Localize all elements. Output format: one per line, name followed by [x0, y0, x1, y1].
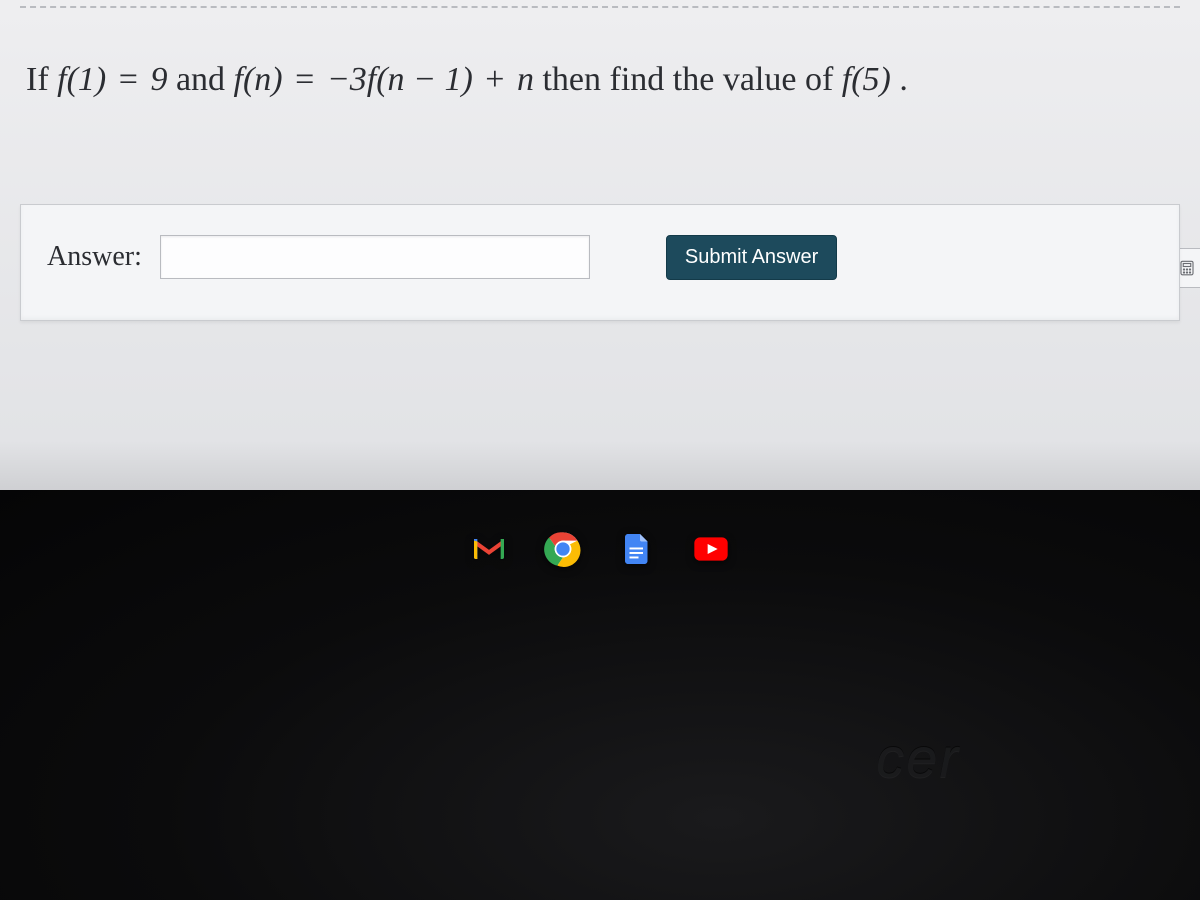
youtube-icon[interactable] — [688, 526, 734, 572]
submit-answer-button[interactable]: Submit Answer — [666, 235, 837, 280]
q-eq1: = — [115, 61, 151, 98]
gmail-icon[interactable] — [466, 526, 512, 572]
device-brand-text: cer — [876, 725, 960, 790]
calculator-icon — [1178, 259, 1196, 277]
taskbar — [0, 526, 1200, 572]
answer-panel: Answer: Submit Answer — [20, 204, 1180, 321]
section-divider — [20, 6, 1180, 8]
q-prefix: If — [26, 61, 57, 98]
screen-root: If f(1) = 9 and f(n) = −3f(n − 1) + n th… — [0, 0, 1200, 900]
answer-input[interactable] — [160, 235, 590, 279]
chrome-icon[interactable] — [540, 526, 586, 572]
q-fn-rhs-b: n — [517, 61, 534, 98]
q-fn-rhs-a: −3f(n − 1) — [327, 61, 473, 98]
screen-bezel: cer — [0, 490, 1200, 900]
docs-icon[interactable] — [614, 526, 660, 572]
q-tail: then find the value of — [542, 61, 841, 98]
question-text: If f(1) = 9 and f(n) = −3f(n − 1) + n th… — [20, 56, 1180, 104]
q-eq2: = — [291, 61, 327, 98]
q-period: . — [899, 61, 908, 98]
q-f1-rhs: 9 — [150, 61, 167, 98]
q-and: and — [176, 61, 234, 98]
q-f1-lhs: f(1) — [57, 61, 106, 98]
answer-label: Answer: — [47, 241, 142, 273]
q-target: f(5) — [842, 61, 891, 98]
page-content: If f(1) = 9 and f(n) = −3f(n − 1) + n th… — [0, 0, 1200, 490]
q-fn-lhs: f(n) — [234, 61, 283, 98]
q-plus: + — [481, 61, 517, 98]
